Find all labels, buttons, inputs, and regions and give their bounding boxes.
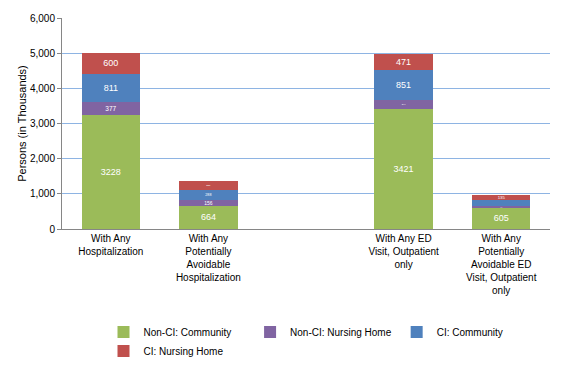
svg-text:Non-CI: Nursing Home: Non-CI: Nursing Home <box>290 327 392 338</box>
svg-text:377: 377 <box>105 105 116 112</box>
svg-text:244: 244 <box>402 103 407 105</box>
svg-text:135: 135 <box>498 195 506 200</box>
svg-text:CI: Community: CI: Community <box>437 327 503 338</box>
svg-text:174: 174 <box>501 202 502 203</box>
svg-text:CI: Nursing Home: CI: Nursing Home <box>144 346 224 357</box>
svg-text:With AnyPotentiallyAvoidable E: With AnyPotentiallyAvoidable EDVisit, Ou… <box>466 233 537 296</box>
svg-text:With AnyPotentiallyAvoidableHo: With AnyPotentiallyAvoidableHospitalizat… <box>176 233 241 283</box>
svg-text:3,000: 3,000 <box>30 118 55 129</box>
svg-text:0: 0 <box>49 224 55 235</box>
svg-text:Non-CI: Community: Non-CI: Community <box>144 327 232 338</box>
svg-text:5,000: 5,000 <box>30 48 55 59</box>
svg-text:3421: 3421 <box>394 164 414 174</box>
svg-text:2,000: 2,000 <box>30 153 55 164</box>
html-text:174: 174 <box>501 203 502 204</box>
svg-text:With Any EDVisit, Outpatienton: With Any EDVisit, Outpatientonly <box>368 233 439 270</box>
svg-text:156: 156 <box>204 201 212 206</box>
svg-text:Persons (in Thousands): Persons (in Thousands) <box>16 65 28 182</box>
svg-text:851: 851 <box>396 80 411 90</box>
svg-text:664: 664 <box>201 212 216 222</box>
svg-text:605: 605 <box>494 213 509 223</box>
svg-text:471: 471 <box>396 57 411 67</box>
svg-text:44: 44 <box>500 206 502 208</box>
svg-text:288: 288 <box>205 193 211 197</box>
svg-text:With AnyHospitalization: With AnyHospitalization <box>78 233 143 257</box>
svg-text:811: 811 <box>104 83 118 93</box>
svg-text:600: 600 <box>103 58 118 68</box>
svg-text:4,000: 4,000 <box>30 83 55 94</box>
svg-text:6,000: 6,000 <box>30 13 55 24</box>
svg-text:251: 251 <box>206 184 211 187</box>
svg-text:3228: 3228 <box>101 167 121 177</box>
svg-text:1,000: 1,000 <box>30 188 55 199</box>
